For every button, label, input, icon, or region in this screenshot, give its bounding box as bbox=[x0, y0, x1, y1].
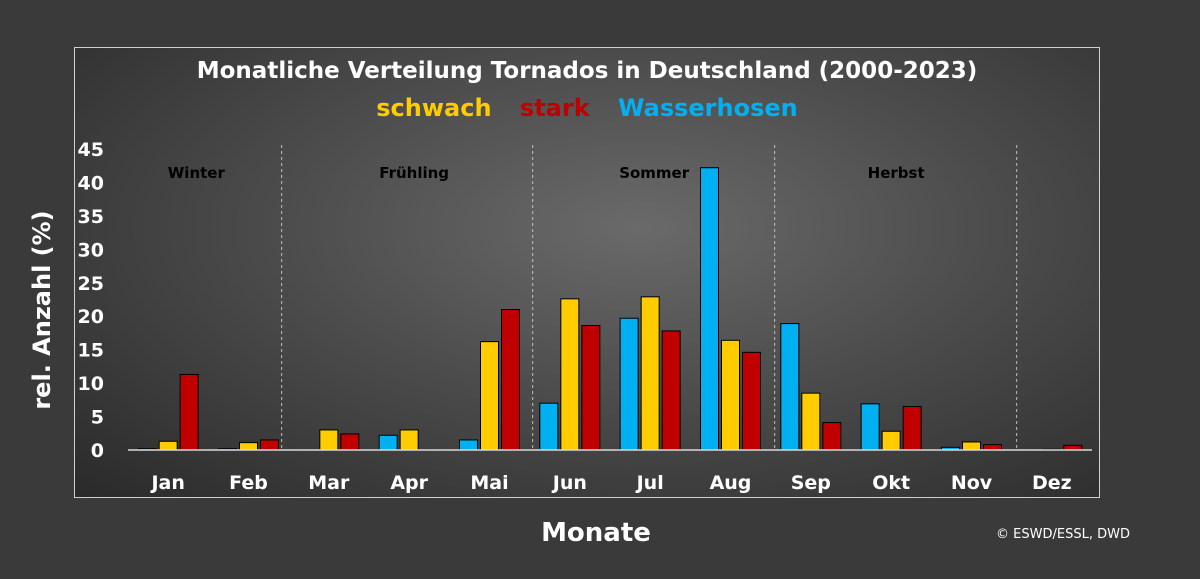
season-label: Winter bbox=[168, 164, 226, 182]
bar-wasserhosen-apr bbox=[378, 434, 398, 451]
copyright-credit: © ESWD/ESSL, DWD bbox=[996, 527, 1130, 542]
x-tick-label: Aug bbox=[710, 472, 752, 494]
y-tick-label: 5 bbox=[91, 407, 104, 429]
bar-stark-sep bbox=[822, 422, 842, 451]
x-tick-label: Jan bbox=[149, 472, 184, 494]
y-tick-label: 25 bbox=[78, 273, 104, 295]
bar-schwach-apr bbox=[399, 429, 419, 451]
bar-schwach-jul bbox=[640, 296, 660, 451]
bar-wasserhosen-jun bbox=[539, 402, 559, 451]
bar-schwach-feb bbox=[239, 442, 258, 451]
y-tick-label: 40 bbox=[78, 172, 104, 194]
x-tick-label: Mar bbox=[308, 472, 350, 494]
legend: schwach stark Wasserhosen bbox=[74, 94, 1100, 122]
season-label: Frühling bbox=[379, 164, 449, 182]
bar-schwach-mar bbox=[319, 429, 339, 451]
bar-stark-aug bbox=[742, 351, 761, 451]
y-tick-label: 0 bbox=[91, 440, 104, 462]
bar-stark-jan bbox=[179, 373, 199, 451]
chart-title: Monatliche Verteilung Tornados in Deutsc… bbox=[196, 58, 978, 84]
x-tick-label: Dez bbox=[1032, 472, 1072, 494]
y-tick-label: 15 bbox=[78, 340, 104, 362]
x-tick-label: Sep bbox=[791, 472, 831, 494]
bar-wasserhosen-mai bbox=[459, 439, 478, 451]
y-tick-label: 35 bbox=[78, 206, 104, 228]
y-tick-label: 20 bbox=[78, 306, 104, 328]
bar-stark-nov bbox=[983, 444, 1002, 451]
x-tick-label: Jun bbox=[551, 472, 587, 494]
bar-schwach-okt bbox=[881, 430, 901, 451]
bar-wasserhosen-aug bbox=[700, 167, 719, 451]
bar-stark-jun bbox=[581, 325, 601, 451]
bar-wasserhosen-sep bbox=[780, 323, 800, 451]
bar-stark-feb bbox=[260, 439, 279, 451]
x-tick-label: Nov bbox=[951, 472, 993, 494]
x-tick-label: Jul bbox=[635, 472, 664, 494]
legend-item-schwach: schwach bbox=[376, 94, 492, 122]
bar-schwach-mai bbox=[480, 341, 499, 451]
bar-wasserhosen-jul bbox=[619, 317, 639, 451]
y-tick-label: 30 bbox=[78, 239, 104, 261]
legend-item-stark: stark bbox=[519, 94, 590, 122]
bar-stark-okt bbox=[902, 406, 922, 451]
x-tick-label: Okt bbox=[872, 472, 910, 494]
bar-stark-mai bbox=[501, 309, 520, 451]
bar-schwach-jun bbox=[560, 298, 580, 451]
legend-item-wasserhosen: Wasserhosen bbox=[618, 94, 798, 122]
season-label: Herbst bbox=[868, 164, 925, 182]
bar-schwach-sep bbox=[801, 392, 821, 451]
season-label: Sommer bbox=[619, 164, 690, 182]
y-tick-label: 10 bbox=[78, 373, 104, 395]
bar-stark-jul bbox=[661, 330, 681, 451]
bar-schwach-nov bbox=[962, 441, 981, 451]
x-tick-label: Mai bbox=[470, 472, 508, 494]
x-tick-label: Apr bbox=[390, 472, 428, 494]
bar-schwach-aug bbox=[721, 339, 740, 451]
x-tick-label: Feb bbox=[229, 472, 268, 494]
x-axis-label: Monate bbox=[541, 518, 651, 548]
y-tick-label: 45 bbox=[78, 139, 104, 161]
bar-schwach-jan bbox=[158, 440, 178, 451]
bar-wasserhosen-okt bbox=[860, 403, 880, 451]
bar-stark-mar bbox=[340, 433, 360, 451]
